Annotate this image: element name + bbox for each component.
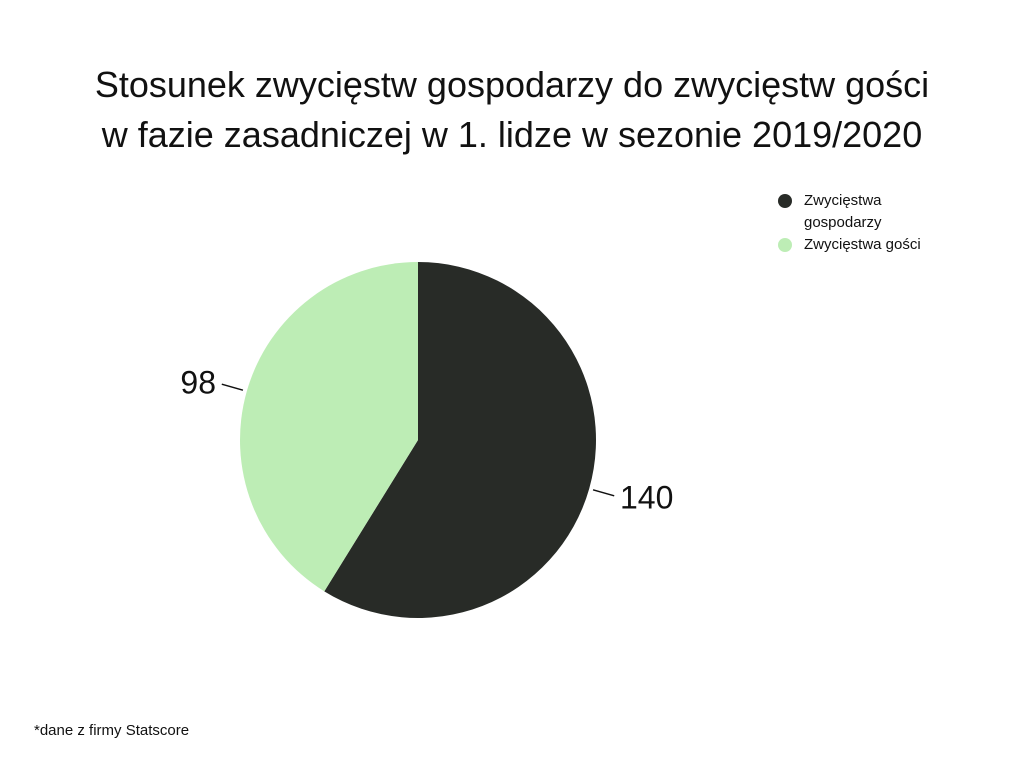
- pie-data-label-1: 98: [180, 365, 216, 401]
- footnote: *dane z firmy Statscore: [34, 722, 190, 739]
- pie-leader-line-1: [221, 383, 244, 391]
- legend-item-away-wins: Zwycięstwa gości: [778, 234, 978, 256]
- pie-leader-line-0: [592, 489, 615, 497]
- pie-slice-1: [240, 262, 418, 592]
- legend-label-away-wins: Zwycięstwa gości: [804, 236, 921, 253]
- legend-swatch-away-wins: [778, 238, 792, 252]
- pie-slice-0: [324, 262, 597, 618]
- chart-title-line2: w fazie zasadniczej w 1. lidze w sezonie…: [101, 114, 923, 155]
- legend-label-home-wins: Zwycięstwa gospodarzy: [804, 192, 882, 231]
- chart-legend: Zwycięstwa gospodarzy Zwycięstwa gości: [778, 190, 978, 256]
- chart-title-line1: Stosunek zwycięstw gospodarzy do zwycięs…: [94, 64, 930, 105]
- pie-data-label-0: 140: [620, 479, 673, 515]
- chart-title: Stosunek zwycięstw gospodarzy do zwycięs…: [0, 60, 1024, 160]
- legend-swatch-home-wins: [778, 194, 792, 208]
- legend-item-home-wins: Zwycięstwa gospodarzy: [778, 190, 978, 234]
